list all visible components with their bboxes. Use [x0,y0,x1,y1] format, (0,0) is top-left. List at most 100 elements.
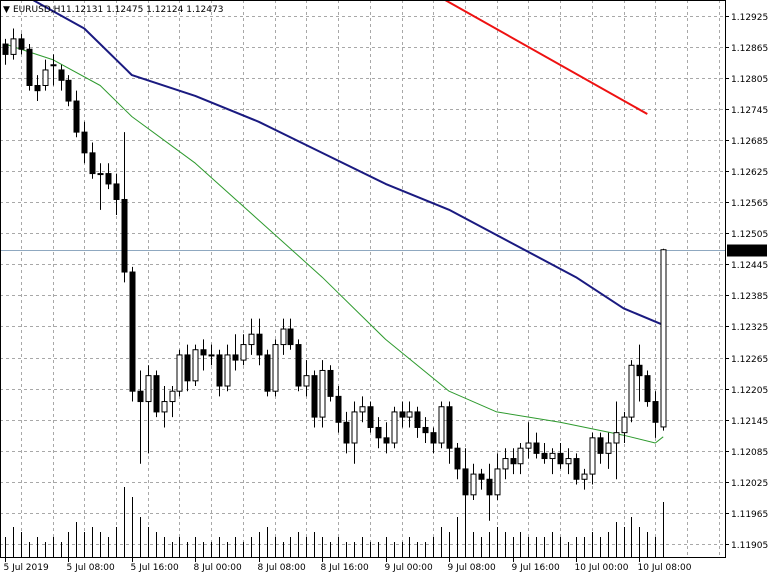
candle-body-bear [256,333,263,356]
y-tick-label: 1.12085 [731,448,768,458]
candle-body-bear [137,390,144,403]
candle-body-bear [73,100,80,133]
volume-bars [5,487,664,557]
candle-body-bear [367,406,374,428]
candle-body-bear [232,354,239,361]
candle-body-bear [121,198,128,273]
candle-body-bear [510,458,517,465]
x-tick-label: 5 Jul 08:00 [67,563,116,573]
y-tick-label: 1.12145 [731,417,768,427]
x-tick-label: 9 Jul 08:00 [448,563,497,573]
symbol-label: EURUSD,H1 [13,5,66,15]
y-tick-label: 1.12325 [731,323,768,333]
candle-body-bear [81,131,88,154]
grid-lines [0,0,725,557]
candle-body-bull [50,64,57,67]
candle-body-bull [280,328,287,346]
candle-body-bear [89,152,96,175]
candle-body-bull [517,447,524,465]
candlesticks [2,28,667,532]
candle-body-bear [557,452,564,465]
ma-mid-line [30,0,664,326]
candle-body-bear [422,426,429,434]
candle-body-bull [494,468,501,496]
x-tick-label: 8 Jul 16:00 [321,563,370,573]
candle-body-bear [652,401,659,423]
price-tag-background [727,244,767,257]
candle-body-bear [541,452,548,460]
candle-body-bull [613,432,620,444]
candle-body-bear [636,364,643,377]
ohlc-label: 1.12131 1.12475 1.12124 1.12473 [66,5,223,15]
candle-body-bear [129,271,136,392]
candle-body-bear [287,328,294,346]
y-tick-label: 1.12565 [731,199,768,209]
ma-slow-line [444,0,648,115]
candle-body-bear [343,421,350,444]
candle-body-bull [224,354,231,387]
y-tick-label: 1.12745 [731,106,768,116]
y-tick-label: 1.12205 [731,386,768,396]
candle-body-bull [660,249,667,428]
candle-body-bear [200,349,207,356]
candle-body-bear [375,426,382,439]
time-axis: 5 Jul 2019 5 Jul 08:00 5 Jul 16:00 8 Jul 00… [4,557,692,573]
candle-body-bear [533,442,540,454]
candle-body-bear [478,473,485,480]
candle-body-bull [525,442,532,449]
x-tick-label: 8 Jul 08:00 [258,563,307,573]
y-tick-label: 1.12925 [731,13,768,23]
y-tick-label: 1.12805 [731,75,768,85]
candle-body-bear [335,395,342,423]
candle-body-bear [644,375,651,403]
x-tick-label: 9 Jul 00:00 [385,563,434,573]
candle-body-bull [581,473,588,480]
candle-body-bear [113,183,120,200]
candle-body-bull [208,354,215,357]
x-tick-label: 9 Jul 16:00 [512,563,561,573]
candle-body-bull [502,458,509,470]
candle-body-bear [26,48,33,86]
candle-body-bull [248,333,255,346]
y-tick-label: 1.12445 [731,261,768,271]
candle-body-bear [462,468,469,496]
candle-body-bull [10,38,17,55]
candle-body-bear [2,43,9,55]
y-tick-label: 1.12385 [731,292,768,302]
candle-body-bear [486,478,493,496]
candle-body-bull [176,354,183,392]
candle-body-bear [414,411,421,428]
moving-averages [4,0,664,444]
candle-body-bear [184,354,191,382]
x-tick-label: 10 Jul 00:00 [575,563,629,573]
candle-body-bear [454,447,461,470]
candle-body-bull [589,437,596,475]
candle-body-bull [549,452,556,460]
candle-body-bear [58,69,65,81]
candle-body-bull [240,344,247,361]
price-tag: 1.12473 [727,244,767,257]
candle-body-bear [383,437,390,444]
x-tick-label: 10 Jul 08:00 [638,563,692,573]
candle-body-bear [311,375,318,418]
y-tick-label: 1.11965 [731,510,768,520]
candle-body-bull [628,364,635,418]
x-tick-label: 5 Jul 2019 [4,563,49,573]
candle-body-bull [97,173,104,176]
price-tag-label: 1.12473 [730,247,767,257]
candle-body-bear [264,354,271,392]
candle-body-bear [430,432,437,444]
candle-body-bear [446,406,453,449]
candle-body-bull [605,442,612,454]
candle-body-bull [406,411,413,418]
candle-body-bull [319,369,326,418]
candle-body-bull [272,344,279,392]
candle-body-bear [153,375,160,413]
candle-body-bull [192,349,199,382]
candle-body-bull [161,401,168,413]
candle-body-bull [565,458,572,465]
candle-body-bull [391,411,398,444]
candle-body-bull [359,406,366,413]
